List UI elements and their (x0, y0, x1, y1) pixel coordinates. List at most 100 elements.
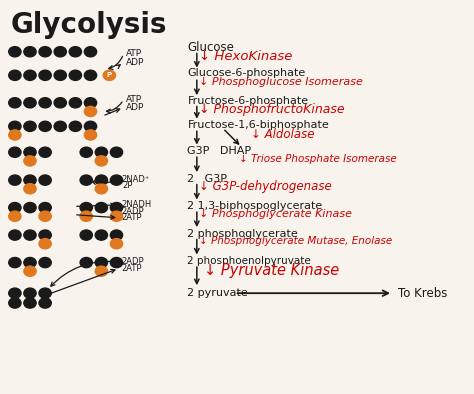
Text: ↓ G3P-dehydrogenase: ↓ G3P-dehydrogenase (199, 180, 332, 193)
Circle shape (95, 230, 108, 240)
Text: G3P   DHAP: G3P DHAP (187, 146, 252, 156)
Circle shape (9, 70, 21, 80)
Text: Glucose-6-phosphate: Glucose-6-phosphate (187, 68, 306, 78)
Circle shape (39, 211, 51, 221)
Text: 2 1,3-biphospoglycerate: 2 1,3-biphospoglycerate (187, 201, 323, 211)
Circle shape (103, 70, 116, 80)
Circle shape (9, 175, 21, 185)
Text: ADP: ADP (126, 58, 144, 67)
Text: 2 pyruvate: 2 pyruvate (187, 288, 248, 298)
Circle shape (24, 298, 36, 308)
Text: ATP: ATP (126, 95, 142, 104)
Circle shape (39, 121, 51, 132)
Circle shape (95, 147, 108, 157)
Text: ↓ Phosphoglycerate Kinase: ↓ Phosphoglycerate Kinase (199, 209, 352, 219)
Circle shape (84, 98, 97, 108)
Circle shape (39, 230, 51, 240)
Circle shape (80, 147, 92, 157)
Circle shape (39, 70, 51, 80)
Circle shape (9, 147, 21, 157)
Text: Glycolysis: Glycolysis (10, 11, 167, 39)
Text: 2ATP: 2ATP (121, 264, 142, 273)
Circle shape (24, 288, 36, 298)
Circle shape (9, 257, 21, 268)
Text: To Krebs: To Krebs (398, 287, 447, 300)
Circle shape (110, 239, 123, 249)
Circle shape (80, 175, 92, 185)
Circle shape (24, 175, 36, 185)
Circle shape (39, 298, 51, 308)
Text: 2   G3P: 2 G3P (187, 173, 228, 184)
Circle shape (39, 239, 51, 249)
Circle shape (39, 175, 51, 185)
Circle shape (84, 130, 97, 140)
Circle shape (24, 46, 36, 57)
Circle shape (84, 106, 97, 117)
Text: ATP: ATP (126, 49, 142, 58)
Circle shape (9, 230, 21, 240)
Circle shape (39, 147, 51, 157)
Text: P: P (107, 72, 112, 78)
Circle shape (39, 288, 51, 298)
Circle shape (24, 156, 36, 166)
Circle shape (9, 211, 21, 221)
Text: ↓ Aldolase: ↓ Aldolase (251, 128, 315, 141)
Circle shape (24, 230, 36, 240)
Circle shape (69, 46, 82, 57)
Circle shape (110, 203, 123, 213)
Circle shape (80, 230, 92, 240)
Circle shape (80, 203, 92, 213)
Text: Fructose-6-phosphate: Fructose-6-phosphate (187, 96, 309, 106)
Text: 2 phosphoglycerate: 2 phosphoglycerate (187, 229, 298, 238)
Circle shape (84, 70, 97, 80)
Circle shape (9, 203, 21, 213)
Circle shape (24, 147, 36, 157)
Circle shape (84, 46, 97, 57)
Circle shape (110, 257, 123, 268)
Text: 2NAD⁺: 2NAD⁺ (121, 175, 150, 184)
Circle shape (24, 257, 36, 268)
Text: ↓ Pyruvate Kinase: ↓ Pyruvate Kinase (204, 263, 339, 278)
Text: 2ATP: 2ATP (121, 213, 142, 222)
Circle shape (69, 70, 82, 80)
Circle shape (9, 130, 21, 140)
Circle shape (95, 175, 108, 185)
Circle shape (39, 46, 51, 57)
Circle shape (95, 257, 108, 268)
Circle shape (95, 156, 108, 166)
Circle shape (24, 121, 36, 132)
Circle shape (110, 230, 123, 240)
Text: 2P: 2P (123, 181, 133, 190)
Circle shape (69, 121, 82, 132)
Circle shape (9, 98, 21, 108)
Circle shape (95, 184, 108, 194)
Circle shape (80, 211, 92, 221)
Circle shape (9, 288, 21, 298)
Text: Glucose: Glucose (187, 41, 234, 54)
Text: 2 phosphoenolpyruvate: 2 phosphoenolpyruvate (187, 256, 311, 266)
Circle shape (24, 203, 36, 213)
Circle shape (69, 98, 82, 108)
Circle shape (110, 147, 123, 157)
Text: 2ADP: 2ADP (121, 257, 144, 266)
Circle shape (80, 257, 92, 268)
Circle shape (24, 70, 36, 80)
Text: ↓ HexoKinase: ↓ HexoKinase (199, 50, 292, 63)
Circle shape (39, 203, 51, 213)
Circle shape (39, 98, 51, 108)
Text: ↓ Phosphoglucose Isomerase: ↓ Phosphoglucose Isomerase (199, 77, 363, 87)
Circle shape (95, 266, 108, 276)
Circle shape (54, 70, 66, 80)
Circle shape (95, 203, 108, 213)
Circle shape (110, 175, 123, 185)
Circle shape (24, 98, 36, 108)
Text: ↓ Phosphoglycerate Mutase, Enolase: ↓ Phosphoglycerate Mutase, Enolase (199, 236, 392, 246)
Text: ADP: ADP (126, 103, 144, 112)
Text: 2NADH: 2NADH (121, 201, 152, 209)
Circle shape (54, 98, 66, 108)
Circle shape (54, 121, 66, 132)
Circle shape (9, 46, 21, 57)
Circle shape (9, 121, 21, 132)
Circle shape (110, 211, 123, 221)
Text: 2ADP: 2ADP (121, 207, 144, 216)
